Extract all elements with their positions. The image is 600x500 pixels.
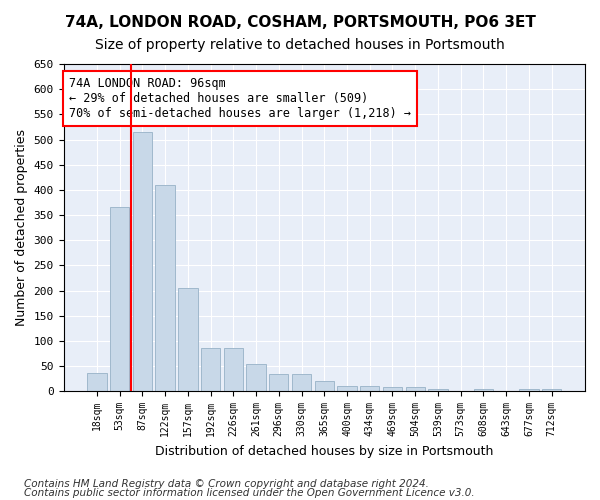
Bar (110, 208, 129, 391)
Bar (224, 348, 243, 391)
Bar (383, 387, 402, 391)
Text: 74A LONDON ROAD: 96sqm
← 29% of detached houses are smaller (509)
70% of semi-de: 74A LONDON ROAD: 96sqm ← 29% of detached… (69, 77, 411, 120)
Bar (337, 386, 356, 391)
Bar (428, 388, 448, 391)
Bar (201, 348, 220, 391)
Y-axis label: Number of detached properties: Number of detached properties (15, 129, 28, 326)
Bar (178, 288, 197, 391)
Bar (360, 386, 379, 391)
Text: 74A, LONDON ROAD, COSHAM, PORTSMOUTH, PO6 3ET: 74A, LONDON ROAD, COSHAM, PORTSMOUTH, PO… (65, 15, 535, 30)
Bar (87, 372, 107, 391)
Bar (406, 387, 425, 391)
Bar (474, 388, 493, 391)
Text: Contains HM Land Registry data © Crown copyright and database right 2024.: Contains HM Land Registry data © Crown c… (24, 479, 429, 489)
Text: Contains public sector information licensed under the Open Government Licence v3: Contains public sector information licen… (24, 488, 475, 498)
Bar (292, 374, 311, 391)
Bar (314, 381, 334, 391)
Text: Size of property relative to detached houses in Portsmouth: Size of property relative to detached ho… (95, 38, 505, 52)
Bar (519, 388, 539, 391)
Bar (542, 388, 561, 391)
Bar (155, 185, 175, 391)
Bar (133, 132, 152, 391)
Bar (247, 364, 266, 391)
X-axis label: Distribution of detached houses by size in Portsmouth: Distribution of detached houses by size … (155, 444, 493, 458)
Bar (269, 374, 289, 391)
